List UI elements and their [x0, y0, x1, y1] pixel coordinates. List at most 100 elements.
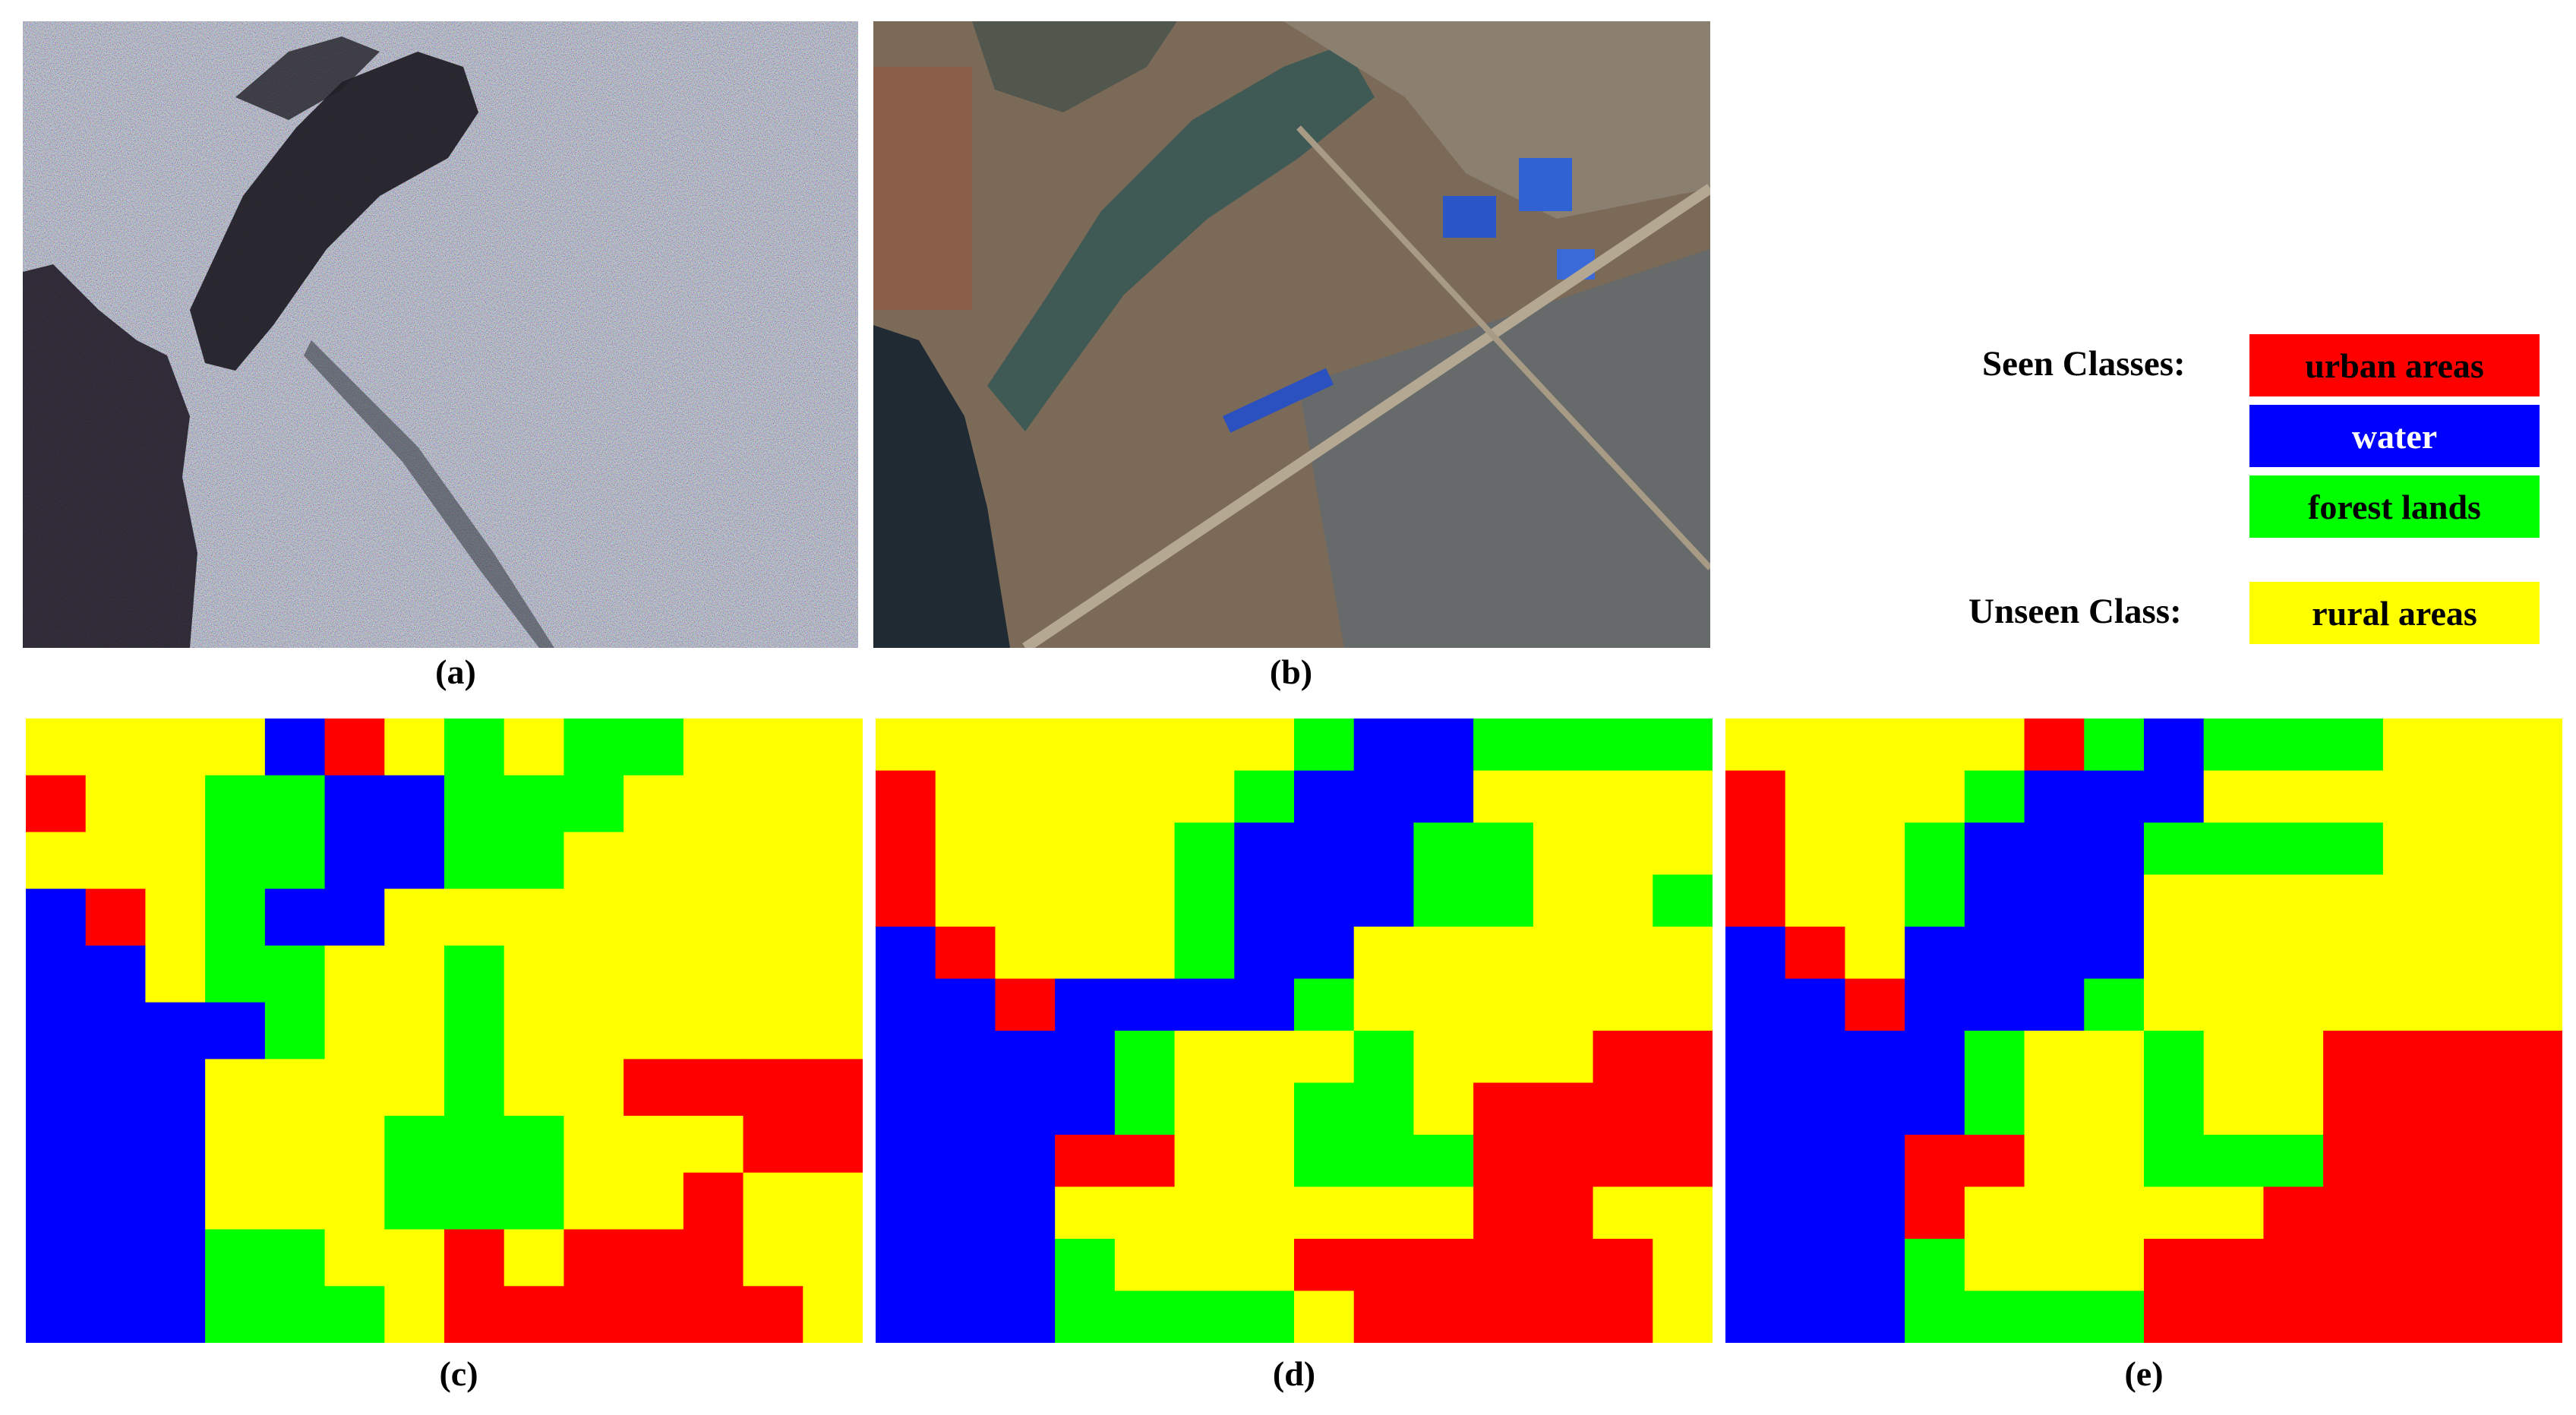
map-cell: [1294, 927, 1355, 980]
map-cell: [26, 1116, 87, 1173]
map-cell: [1593, 874, 1653, 927]
map-cell: [564, 832, 624, 889]
map-cell: [2442, 719, 2503, 772]
classification-map-d: [876, 719, 1713, 1343]
sar-image-panel: [23, 21, 858, 648]
map-cell: [1964, 927, 2025, 980]
map-cell: [1725, 978, 1786, 1031]
map-cell: [26, 1002, 87, 1060]
map-cell: [145, 1116, 206, 1173]
legend-label-water: water: [2351, 416, 2438, 456]
map-cell: [1905, 1082, 1965, 1135]
map-cell: [1353, 1239, 1415, 1292]
map-cell: [743, 1229, 803, 1287]
map-cell: [384, 1002, 445, 1060]
map-cell: [803, 1116, 863, 1173]
map-cell: [145, 775, 206, 833]
map-cell: [504, 889, 565, 946]
map-cell: [324, 1116, 385, 1173]
map-cell: [26, 1172, 87, 1230]
map-cell: [935, 1082, 996, 1135]
map-cell: [2084, 927, 2145, 980]
map-cell: [85, 775, 147, 833]
map-cell: [1533, 927, 1594, 980]
map-cell: [2203, 1239, 2265, 1292]
map-cell: [1473, 1135, 1534, 1188]
map-cell: [1114, 1290, 1176, 1343]
map-cell: [1653, 1290, 1713, 1343]
legend-urban-areas: urban areas: [2249, 334, 2540, 396]
caption-e: (e): [2124, 1354, 2164, 1393]
map-cell: [1593, 823, 1653, 876]
map-cell: [2382, 823, 2444, 876]
map-cell: [2084, 978, 2145, 1031]
map-cell: [2502, 1239, 2562, 1292]
map-cell: [623, 775, 684, 833]
map-cell: [2323, 1186, 2384, 1240]
map-cell: [1533, 719, 1594, 772]
map-cell: [2084, 1239, 2145, 1292]
map-cell: [564, 1116, 624, 1173]
map-cell: [1593, 1135, 1653, 1188]
map-cell: [264, 1116, 326, 1173]
map-cell: [1413, 1031, 1474, 1084]
map-cell: [1785, 719, 1846, 772]
map-cell: [1653, 1239, 1713, 1292]
map-cell: [1845, 978, 1905, 1031]
map-cell: [1055, 1135, 1116, 1188]
map-cell: [2263, 1186, 2324, 1240]
map-cell: [1905, 1031, 1965, 1084]
map-cell: [145, 719, 206, 776]
map-cell: [444, 1059, 505, 1117]
classification-map-c: [26, 719, 863, 1343]
map-cell: [1964, 874, 2025, 927]
map-cell: [2323, 1135, 2384, 1188]
map-cell: [1353, 1186, 1415, 1240]
map-cell: [1725, 1239, 1786, 1292]
map-cell: [26, 945, 87, 1003]
map-cell: [2203, 874, 2265, 927]
map-cell: [2203, 770, 2265, 823]
map-cell: [995, 1186, 1056, 1240]
map-cell: [743, 945, 803, 1003]
map-cell: [324, 832, 385, 889]
map-cell: [2024, 874, 2085, 927]
map-cell: [1353, 1031, 1415, 1084]
map-cell: [2203, 1031, 2265, 1084]
map-cell: [743, 1286, 803, 1343]
map-cell: [444, 832, 505, 889]
map-cell: [324, 1002, 385, 1060]
map-cell: [1174, 823, 1235, 876]
map-cell: [935, 1239, 996, 1292]
map-cell: [145, 889, 206, 946]
map-cell: [384, 1172, 445, 1230]
classification-map-e: [1725, 719, 2562, 1343]
map-cell: [2442, 1031, 2503, 1084]
map-cell: [623, 1286, 684, 1343]
map-cell: [2442, 770, 2503, 823]
map-cell: [1533, 874, 1594, 927]
map-cell: [504, 1286, 565, 1343]
map-cell: [2084, 1186, 2145, 1240]
map-cell: [1785, 1290, 1846, 1343]
map-cell: [1294, 1031, 1355, 1084]
map-cell: [1114, 927, 1176, 980]
map-cell: [1294, 1290, 1355, 1343]
map-cell: [2502, 927, 2562, 980]
map-cell: [1725, 1082, 1786, 1135]
map-cell: [384, 719, 445, 776]
map-cell: [2502, 1082, 2562, 1135]
map-cell: [2084, 770, 2145, 823]
map-cell: [1653, 978, 1713, 1031]
map-cell: [1413, 1082, 1474, 1135]
map-cell: [1055, 927, 1116, 980]
map-cell: [564, 889, 624, 946]
map-cell: [935, 874, 996, 927]
map-cell: [2144, 719, 2205, 772]
map-cell: [623, 1002, 684, 1060]
map-cell: [803, 719, 863, 776]
map-cell: [1353, 927, 1415, 980]
map-cell: [1785, 1082, 1846, 1135]
map-cell: [1353, 1082, 1415, 1135]
map-cell: [1413, 1186, 1474, 1240]
